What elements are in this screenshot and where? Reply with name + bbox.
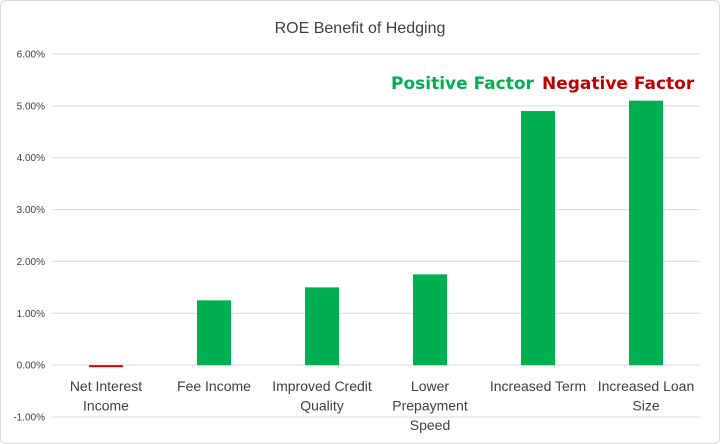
x-category-label: Increased Term bbox=[490, 378, 586, 394]
bar bbox=[89, 365, 123, 368]
y-tick-label: 4.00% bbox=[17, 153, 45, 164]
y-tick-label: 0.00% bbox=[17, 361, 45, 372]
bar bbox=[197, 300, 231, 366]
x-category-label: Net Interest Income bbox=[70, 378, 142, 414]
x-category-label: Increased Loan Size bbox=[598, 378, 695, 414]
bar bbox=[305, 287, 339, 366]
x-category-label: Lower Prepayment Speed bbox=[392, 378, 468, 433]
x-category-label: Improved Credit Quality bbox=[272, 378, 372, 414]
gridlines bbox=[52, 53, 700, 418]
legend-positive-factor: Positive Factor bbox=[391, 74, 535, 94]
y-tick-label: 5.00% bbox=[17, 101, 45, 112]
chart-title: ROE Benefit of Hedging bbox=[275, 20, 446, 37]
bar bbox=[521, 111, 555, 366]
bar bbox=[629, 100, 663, 366]
y-axis-tick-labels: -1.00% 0.00% 1.00% 2.00% 3.00% 4.00% 5.00% 6.00… bbox=[13, 50, 45, 424]
y-tick-label: 1.00% bbox=[17, 309, 45, 320]
bars bbox=[89, 100, 663, 368]
x-axis-category-labels: Net Interest Income Fee Income Improved Cre… bbox=[70, 378, 694, 433]
y-tick-label: 3.00% bbox=[17, 205, 45, 216]
x-category-label: Fee Income bbox=[177, 378, 251, 394]
y-tick-label: 6.00% bbox=[17, 50, 45, 61]
bar bbox=[413, 274, 447, 366]
y-tick-label: -1.00% bbox=[13, 413, 45, 424]
legend: Positive Factor Negative Factor bbox=[391, 74, 695, 94]
y-tick-label: 2.00% bbox=[17, 257, 45, 268]
legend-negative-factor: Negative Factor bbox=[542, 74, 695, 94]
